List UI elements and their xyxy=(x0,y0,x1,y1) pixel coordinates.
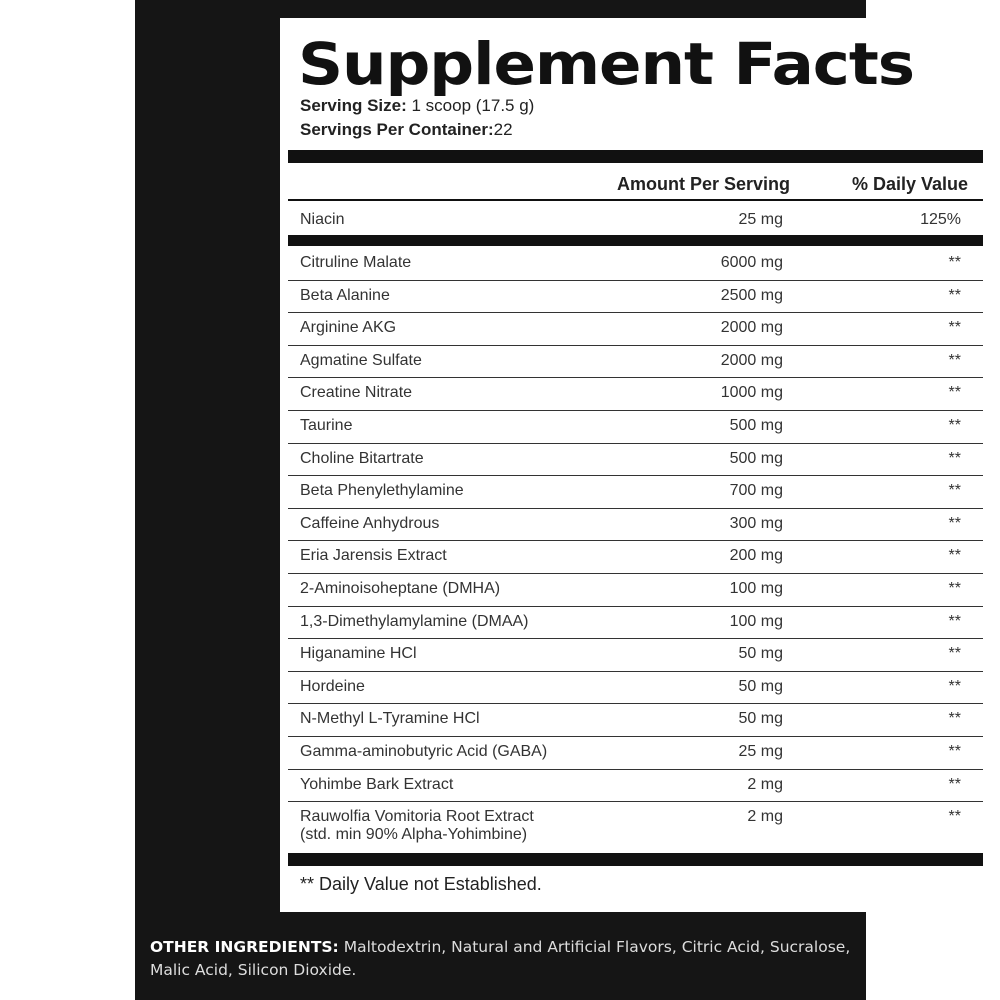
ingredient-amount: 2500 mg xyxy=(720,286,783,304)
ingredient-dv: ** xyxy=(948,449,961,467)
other-ingredients-label: OTHER INGREDIENTS: xyxy=(150,938,339,956)
ingredient-name: N-Methyl L-Tyramine HCl xyxy=(300,710,480,728)
table-row: Citruline Malate 6000 mg ** xyxy=(288,247,983,281)
ingredient-name: Agmatine Sulfate xyxy=(300,351,422,369)
ingredient-amount: 50 mg xyxy=(738,645,783,663)
table-row: Choline Bitartrate 500 mg ** xyxy=(288,443,983,477)
ingredient-name: Higanamine HCl xyxy=(300,645,417,663)
ingredient-dv: ** xyxy=(948,384,961,402)
ingredient-amount: 25 mg xyxy=(738,211,783,228)
table-row: Creatine Nitrate 1000 mg ** xyxy=(288,377,983,411)
ingredient-amount: 50 mg xyxy=(738,710,783,728)
ingredient-subname: (std. min 90% Alpha-Yohimbine) xyxy=(300,826,528,844)
ingredient-dv: ** xyxy=(948,286,961,304)
ingredient-name: Hordeine xyxy=(300,677,365,695)
ingredient-name: Choline Bitartrate xyxy=(300,449,424,467)
divider-thin xyxy=(288,199,983,201)
serving-size-label: Serving Size: xyxy=(300,96,407,115)
ingredient-amount: 6000 mg xyxy=(720,254,783,271)
ingredient-amount: 2 mg xyxy=(747,808,783,826)
ingredient-amount: 25 mg xyxy=(738,743,783,760)
ingredient-dv: ** xyxy=(948,547,961,565)
ingredient-amount: 200 mg xyxy=(729,547,783,565)
ingredient-dv: ** xyxy=(948,319,961,337)
ingredient-name: Creatine Nitrate xyxy=(300,384,413,402)
ingredient-amount: 1000 mg xyxy=(720,384,783,402)
ingredient-dv: ** xyxy=(948,645,961,663)
ingredient-name: Yohimbe Bark Extract xyxy=(300,775,454,793)
ingredient-dv: 125% xyxy=(920,211,961,228)
other-ingredients-value: Maltodextrin, Natural and Artificial Fla… xyxy=(150,938,851,979)
ingredient-dv: ** xyxy=(948,514,961,532)
other-ingredients: OTHER INGREDIENTS: Maltodextrin, Natural… xyxy=(150,936,870,982)
ingredient-dv: ** xyxy=(948,743,961,760)
table-row: Eria Jarensis Extract 200 mg ** xyxy=(288,540,983,574)
serving-size: Serving Size: 1 scoop (17.5 g) xyxy=(300,96,534,116)
ingredient-amount: 50 mg xyxy=(738,677,783,695)
ingredient-name: 1,3-Dimethylamylamine (DMAA) xyxy=(300,612,529,630)
ingredient-amount: 500 mg xyxy=(729,417,783,434)
supplement-facts-box: Supplement Facts Serving Size: 1 scoop (… xyxy=(280,18,991,912)
ingredient-amount: 300 mg xyxy=(729,514,783,532)
ingredient-amount: 700 mg xyxy=(729,482,783,500)
ingredient-dv: ** xyxy=(948,482,961,500)
footnote: ** Daily Value not Established. xyxy=(300,874,542,894)
divider-thick xyxy=(288,853,983,866)
ingredient-name: Beta Phenylethylamine xyxy=(300,482,464,500)
table-row: Caffeine Anhydrous 300 mg ** xyxy=(288,508,983,542)
ingredient-name: Beta Alanine xyxy=(300,286,390,304)
ingredient-dv: ** xyxy=(948,808,961,826)
ingredient-name: Niacin xyxy=(300,211,345,228)
table-row: Rauwolfia Vomitoria Root Extract (std. mi… xyxy=(288,801,983,851)
label-panel: Supplement Facts Serving Size: 1 scoop (… xyxy=(135,0,991,1000)
ingredient-amount: 2000 mg xyxy=(720,351,783,369)
table-row: Arginine AKG 2000 mg ** xyxy=(288,312,983,346)
ingredient-amount: 100 mg xyxy=(729,580,783,597)
table-row: Beta Alanine 2500 mg ** xyxy=(288,280,983,314)
ingredient-dv: ** xyxy=(948,677,961,695)
servings-per-container: Servings Per Container:22 xyxy=(300,120,513,140)
table-row: Hordeine 50 mg ** xyxy=(288,671,983,705)
ingredient-dv: ** xyxy=(948,710,961,728)
ingredient-name: Rauwolfia Vomitoria Root Extract (std. mi… xyxy=(300,808,534,844)
ingredient-name: 2-Aminoisoheptane (DMHA) xyxy=(300,580,501,597)
ingredient-name: Caffeine Anhydrous xyxy=(300,514,440,532)
ingredient-name-line: Rauwolfia Vomitoria Root Extract xyxy=(300,808,534,826)
title: Supplement Facts xyxy=(298,30,915,98)
ingredient-dv: ** xyxy=(948,254,961,271)
ingredient-amount: 2000 mg xyxy=(720,319,783,337)
divider-thick xyxy=(288,235,983,246)
table-row: Higanamine HCl 50 mg ** xyxy=(288,638,983,672)
table-row: Gamma-aminobutyric Acid (GABA) 25 mg ** xyxy=(288,736,983,770)
servings-value: 22 xyxy=(493,120,513,139)
table-row: N-Methyl L-Tyramine HCl 50 mg ** xyxy=(288,703,983,737)
table-row-niacin: Niacin 25 mg 125% xyxy=(288,204,983,234)
ingredient-amount: 100 mg xyxy=(729,612,783,630)
ingredient-amount: 500 mg xyxy=(729,449,783,467)
table-row: Taurine 500 mg ** xyxy=(288,410,983,444)
divider-thick xyxy=(288,150,983,163)
header-daily-value: % Daily Value xyxy=(851,174,968,194)
table-row: Yohimbe Bark Extract 2 mg ** xyxy=(288,769,983,803)
ingredient-dv: ** xyxy=(948,775,961,793)
table-row: Beta Phenylethylamine 700 mg ** xyxy=(288,475,983,509)
ingredient-name: Eria Jarensis Extract xyxy=(300,547,447,565)
ingredient-name: Taurine xyxy=(300,417,353,434)
header-amount: Amount Per Serving xyxy=(616,174,790,194)
ingredient-name: Gamma-aminobutyric Acid (GABA) xyxy=(300,743,548,760)
ingredient-dv: ** xyxy=(948,612,961,630)
table-row: Agmatine Sulfate 2000 mg ** xyxy=(288,345,983,379)
ingredient-name: Arginine AKG xyxy=(300,319,397,337)
servings-label: Servings Per Container: xyxy=(300,120,494,139)
ingredient-dv: ** xyxy=(948,351,961,369)
ingredient-amount: 2 mg xyxy=(747,775,783,793)
ingredient-name: Citruline Malate xyxy=(300,254,412,271)
table-row: 1,3-Dimethylamylamine (DMAA) 100 mg ** xyxy=(288,606,983,640)
table-row: 2-Aminoisoheptane (DMHA) 100 mg ** xyxy=(288,573,983,607)
ingredient-dv: ** xyxy=(948,580,961,597)
serving-size-value: 1 scoop (17.5 g) xyxy=(406,96,535,115)
ingredient-dv: ** xyxy=(948,417,961,434)
